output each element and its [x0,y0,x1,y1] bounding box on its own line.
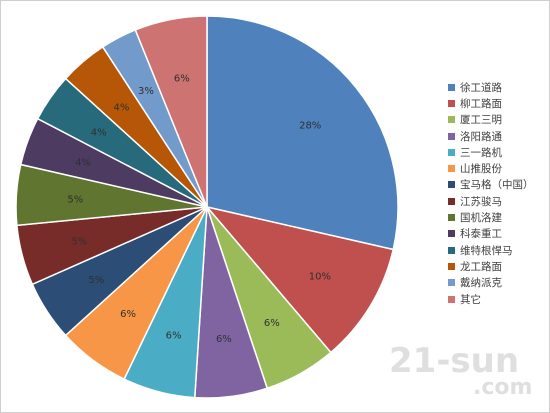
data-label: 4% [113,102,129,113]
legend-swatch [448,99,455,107]
legend-label: 宝马格（中国） [460,179,534,192]
legend-item: 山推股份 [448,160,548,176]
legend-item: 洛阳路通 [448,128,548,144]
legend-label: 国机洛建 [460,212,502,225]
legend-swatch [448,262,455,270]
legend-label: 戴纳派克 [460,277,502,290]
legend-label: 徐工道路 [460,81,502,94]
data-label: 5% [71,236,87,247]
legend-item: 科泰重工 [448,226,548,242]
watermark-main: 21-sun [389,341,519,381]
data-label: 28% [299,121,321,132]
legend-swatch [448,116,455,124]
pie-slice [206,15,399,251]
legend-label: 山推股份 [460,163,502,176]
legend-item: 徐工道路 [448,79,548,95]
legend-item: 柳工路面 [448,95,548,111]
legend-swatch [448,148,455,156]
legend-swatch [448,165,455,173]
legend-item: 龙工路面 [448,258,548,274]
legend-swatch [448,279,455,287]
data-label: 4% [91,127,107,138]
pie-slice [204,205,395,354]
legend-swatch [448,246,455,254]
legend-item: 三一路机 [448,144,548,160]
pie-slice [134,15,208,208]
legend: 徐工道路柳工路面厦工三明洛阳路通三一路机山推股份宝马格（中国） 江苏骏马国机洛建科… [448,79,548,307]
legend-label: 龙工路面 [460,260,502,273]
data-label: 6% [120,309,136,320]
data-label: 6% [264,318,280,329]
data-label: 6% [174,73,190,84]
legend-item: 宝马格（中国） [448,177,548,193]
legend-item: 维特根悍马 [448,242,548,258]
legend-item: 国机洛建 [448,209,548,225]
legend-label: 三一路机 [460,146,502,159]
legend-label: 科泰重工 [460,228,502,241]
legend-item: 江苏骏马 [448,193,548,209]
data-label: 6% [166,331,182,342]
legend-item: 其它 [448,291,548,307]
legend-swatch [448,197,455,205]
legend-swatch [448,181,455,189]
data-label: 6% [216,334,232,345]
legend-swatch [448,295,455,303]
data-label: 5% [67,195,83,206]
legend-label: 江苏骏马 [460,195,502,208]
legend-label: 洛阳路通 [460,130,502,143]
legend-item: 厦工三明 [448,112,548,128]
legend-label: 维特根悍马 [460,244,513,257]
legend-item: 戴纳派克 [448,275,548,291]
legend-swatch [448,214,455,222]
legend-swatch [448,83,455,91]
legend-label: 厦工三明 [460,114,502,127]
data-label: 5% [88,275,104,286]
legend-label: 其它 [460,293,481,306]
data-label: 4% [75,157,91,168]
data-label: 10% [309,271,331,282]
legend-swatch [448,132,455,140]
legend-label: 柳工路面 [460,97,502,110]
data-label: 3% [138,86,154,97]
legend-swatch [448,230,455,238]
watermark-logo: 21-sun .com [385,336,545,400]
watermark-sub: .com [473,375,532,398]
